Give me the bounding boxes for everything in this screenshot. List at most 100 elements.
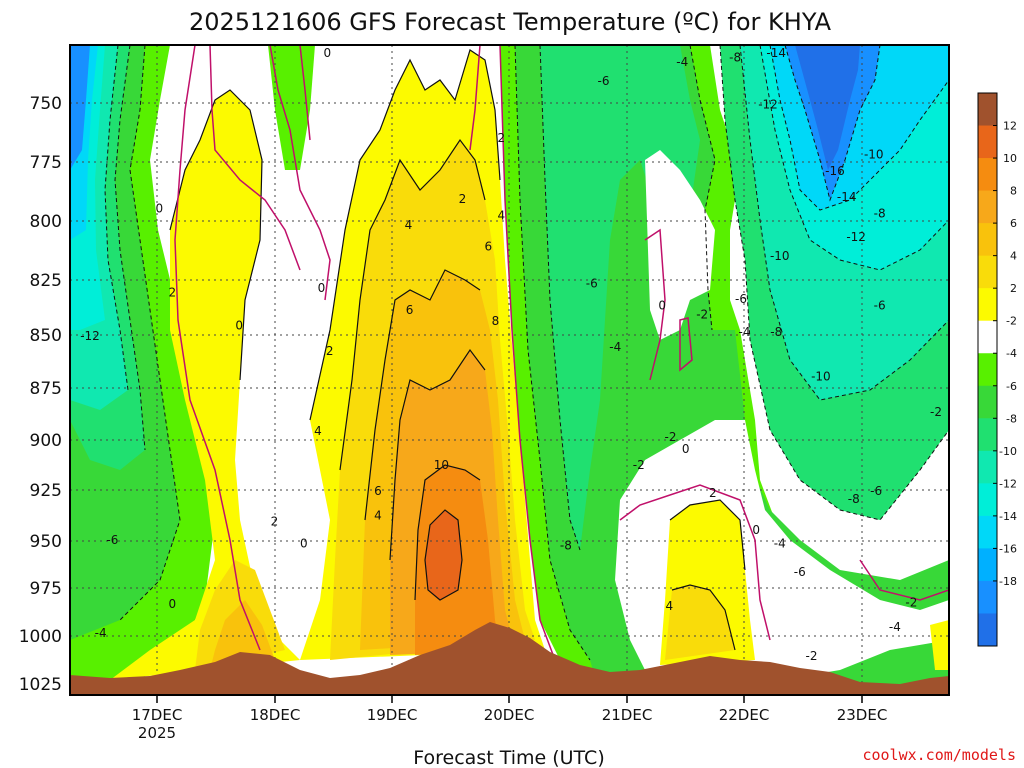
x-tick-label: 22DEC bbox=[719, 706, 770, 724]
y-tick-label: 975 bbox=[30, 579, 62, 599]
contour-label: -2 bbox=[696, 307, 708, 321]
contour-label: 0 bbox=[156, 202, 164, 216]
contour-label: -2 bbox=[633, 458, 645, 472]
contour-label: -6 bbox=[874, 299, 886, 313]
colorbar-tick-label: -12 bbox=[999, 477, 1017, 490]
contour-label: 0 bbox=[300, 537, 308, 551]
contour-label: -10 bbox=[770, 249, 790, 263]
y-tick-label: 875 bbox=[30, 379, 62, 399]
colorbar-tick-label: -8 bbox=[1006, 412, 1017, 425]
contour-label: -4 bbox=[739, 325, 751, 339]
contour-label: -2 bbox=[930, 405, 942, 419]
temp-band-above12 bbox=[425, 510, 462, 600]
y-tick-label: 800 bbox=[30, 212, 62, 232]
chart-title: 2025121606 GFS Forecast Temperature (ºC)… bbox=[189, 8, 832, 36]
x-tick-label: 20DEC bbox=[484, 706, 535, 724]
colorbar-tick-label: 8 bbox=[1010, 185, 1017, 198]
contour-label: -8 bbox=[729, 51, 741, 65]
contour-label: 4 bbox=[497, 209, 505, 223]
contour-label: 0 bbox=[318, 281, 326, 295]
contour-label: -6 bbox=[870, 484, 882, 498]
temp-band-0-gap-a bbox=[645, 150, 715, 340]
y-tick-label: 950 bbox=[30, 532, 62, 552]
y-tick-label: 825 bbox=[30, 271, 62, 291]
contour-label: 2 bbox=[326, 344, 334, 358]
colorbar-tick-label: -18 bbox=[999, 575, 1017, 588]
contour-label: 6 bbox=[406, 303, 414, 317]
y-tick-label: 850 bbox=[30, 326, 62, 346]
contour-label: -16 bbox=[825, 164, 845, 178]
y-tick-label: 775 bbox=[30, 153, 62, 173]
contour-label: 4 bbox=[314, 424, 322, 438]
contour-label: 0 bbox=[658, 299, 666, 313]
colorbar-tick-label: 12 bbox=[1003, 120, 1017, 133]
contour-label: -6 bbox=[586, 277, 598, 291]
colorbar-swatch bbox=[978, 158, 997, 192]
y-axis: 750 775 800 825 850 875 900 925 950 975 … bbox=[19, 94, 62, 695]
colorbar-swatch bbox=[978, 223, 997, 257]
colorbar-swatch bbox=[978, 515, 997, 549]
colorbar-swatch bbox=[978, 93, 997, 127]
contour-label: -2 bbox=[805, 649, 817, 663]
dashed-contours bbox=[104, 45, 949, 661]
colorbar-swatch bbox=[978, 483, 997, 517]
grid-lines bbox=[70, 45, 949, 695]
y-tick-label: 1000 bbox=[19, 627, 62, 647]
colorbar-tick-label: 10 bbox=[1003, 152, 1017, 165]
contour-label: 6 bbox=[485, 239, 493, 253]
contour-label: -2 bbox=[664, 430, 676, 444]
colorbar-tick-label: 6 bbox=[1010, 217, 1017, 230]
x-tick-label: 19DEC bbox=[367, 706, 418, 724]
colorbar: 12 10 8 6 4 2 -2 -4 -6 -8 -10 -12 -14 -16 -18 bbox=[977, 92, 1017, 647]
colorbar-swatch bbox=[978, 190, 997, 224]
y-tick-label: 900 bbox=[30, 431, 62, 451]
colorbar-swatch bbox=[978, 580, 997, 614]
contour-label: 0 bbox=[235, 318, 243, 332]
colorbar-frame bbox=[977, 92, 998, 647]
colorbar-swatch bbox=[978, 353, 997, 387]
temp-band-minus18-right bbox=[795, 45, 860, 170]
x-tick-year: 2025 bbox=[138, 724, 176, 742]
contour-label: 2 bbox=[497, 131, 505, 145]
y-tick-label: 750 bbox=[30, 94, 62, 114]
contour-label: 2 bbox=[709, 486, 717, 500]
contour-label: -4 bbox=[95, 626, 107, 640]
contour-label: -14 bbox=[766, 46, 786, 60]
contour-label: 0 bbox=[752, 523, 760, 537]
contour-labels: 0 2 -12 0 -6 0 -4 2 0 0 0 2 4 4 2 2 4 6 6 8 6 4 10 -6 -4 -6 -8 -14 -… bbox=[80, 46, 942, 663]
x-tick-label: 17DEC bbox=[132, 706, 183, 724]
contour-label: -6 bbox=[735, 292, 747, 306]
contour-label: 8 bbox=[492, 314, 500, 328]
contour-label: -6 bbox=[598, 74, 610, 88]
zero-contours bbox=[174, 45, 949, 661]
contour-label: -6 bbox=[794, 565, 806, 579]
x-axis-title: Forecast Time (UTC) bbox=[413, 747, 604, 768]
temp-band-6to8-lower-left bbox=[210, 600, 275, 670]
temp-band-2to4-left bbox=[110, 90, 300, 680]
colorbar-tick-label: -16 bbox=[999, 542, 1017, 555]
contour-label: -12 bbox=[846, 230, 866, 244]
contour-label: -8 bbox=[848, 492, 860, 506]
contour-label: 10 bbox=[434, 458, 449, 472]
solid-contours bbox=[169, 49, 746, 651]
contour-label: -8 bbox=[560, 539, 572, 553]
credit-link[interactable]: coolwx.com/models bbox=[862, 746, 1016, 764]
contour-label: -12 bbox=[758, 98, 778, 112]
contour-label: -2 bbox=[905, 595, 917, 609]
temp-band-minus16-left bbox=[70, 45, 90, 170]
contour-label: -12 bbox=[80, 329, 100, 343]
colorbar-swatch bbox=[978, 450, 997, 484]
colorbar-tick-label: -14 bbox=[999, 510, 1017, 523]
colorbar-tick-label: -4 bbox=[1006, 347, 1017, 360]
colorbar-swatch bbox=[978, 385, 997, 419]
colorbar-swatch bbox=[978, 418, 997, 452]
colorbar-tick-label: 4 bbox=[1010, 250, 1017, 263]
contour-label: -8 bbox=[874, 206, 886, 220]
contour-label: -10 bbox=[864, 147, 884, 161]
colorbar-swatch bbox=[978, 255, 997, 289]
colorbar-swatch bbox=[978, 320, 997, 354]
temp-band-2to4-far-right bbox=[930, 620, 949, 670]
colorbar-tick-label: -2 bbox=[1006, 315, 1017, 328]
contour-label: 2 bbox=[271, 515, 279, 529]
